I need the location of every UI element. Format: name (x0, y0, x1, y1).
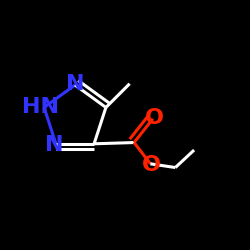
Text: HN: HN (22, 98, 59, 117)
Text: N: N (46, 135, 64, 155)
Text: O: O (144, 108, 164, 128)
Text: N: N (66, 74, 84, 94)
Text: O: O (142, 155, 161, 175)
